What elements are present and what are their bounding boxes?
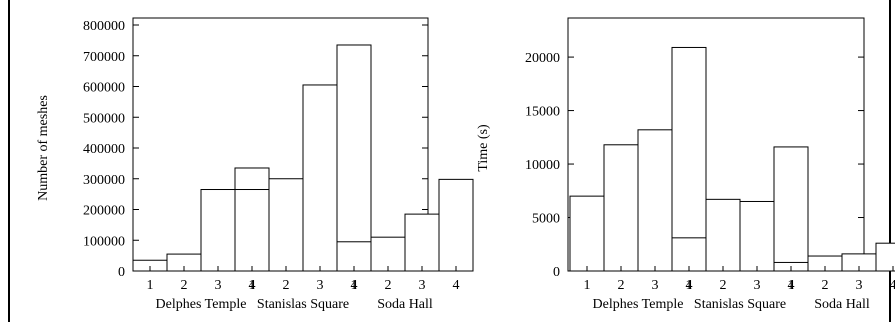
group-label: Soda Hall (377, 297, 433, 312)
bar-delphes-temple-2 (603, 144, 639, 272)
group-label: Stanislas Square (257, 297, 349, 312)
bar-soda-hall-2 (370, 236, 406, 272)
y-tick-label: 300000 (83, 173, 125, 188)
x-tick-label: 3 (215, 278, 222, 293)
bar-soda-hall-3 (404, 213, 440, 272)
y-tick-label: 500000 (83, 111, 125, 126)
y-tick-label: 0 (553, 265, 560, 280)
y-tick-label: 400000 (83, 142, 125, 157)
x-tick-label: 1 (788, 278, 795, 293)
y-tick-label: 5000 (532, 212, 560, 227)
x-tick-label: 2 (181, 278, 188, 293)
bar-delphes-temple-1 (569, 195, 605, 272)
bar-soda-hall-4 (875, 242, 895, 272)
group-label: Soda Hall (814, 297, 870, 312)
bar-soda-hall-4 (438, 178, 474, 272)
y-axis-label: Number of meshes (36, 95, 51, 201)
x-tick-label: 4 (686, 278, 693, 293)
x-tick-label: 3 (856, 278, 863, 293)
x-tick-label: 1 (249, 278, 256, 293)
bar-stanislas-square-1 (234, 189, 270, 272)
y-tick-label: 20000 (525, 51, 560, 66)
bar-stanislas-square-1 (671, 237, 707, 272)
x-tick-label: 4 (788, 278, 795, 293)
bar-delphes-temple-3 (637, 129, 673, 272)
bar-delphes-temple-4 (671, 46, 707, 272)
y-tick-label: 10000 (525, 158, 560, 173)
y-tick-label: 0 (118, 265, 125, 280)
x-tick-label: 1 (584, 278, 591, 293)
y-tick-label: 600000 (83, 81, 125, 96)
x-tick-label: 3 (652, 278, 659, 293)
x-tick-label: 3 (754, 278, 761, 293)
bar-delphes-temple-3 (200, 189, 236, 272)
y-tick-label: 100000 (83, 234, 125, 249)
x-tick-label: 4 (351, 278, 358, 293)
bar-stanislas-square-3 (302, 84, 338, 272)
bar-stanislas-square-2 (268, 178, 304, 272)
chart-meshes: 0 100000 200000 300000 400000 500000 600000 700… (36, 17, 474, 312)
y-tick-label: 800000 (83, 19, 125, 34)
y-axis-label: Time (s) (476, 124, 491, 172)
x-tick-label: 2 (720, 278, 727, 293)
bar-stanislas-square-2 (705, 198, 741, 272)
x-tick-label: 4 (249, 278, 256, 293)
x-tick-label: 1 (686, 278, 693, 293)
x-tick-label: 2 (618, 278, 625, 293)
group-label: Delphes Temple (156, 297, 247, 312)
y-tick-label: 200000 (83, 204, 125, 219)
x-tick-label: 4 (890, 278, 895, 293)
x-tick-label: 1 (147, 278, 154, 293)
x-tick-label: 4 (453, 278, 460, 293)
bar-stanislas-square-3 (739, 200, 775, 272)
bar-stanislas-square-4 (773, 146, 809, 272)
bar-stanislas-square-4 (336, 44, 372, 272)
group-label: Delphes Temple (593, 297, 684, 312)
x-tick-label: 2 (385, 278, 392, 293)
group-label: Stanislas Square (694, 297, 786, 312)
x-tick-label: 3 (317, 278, 324, 293)
x-tick-label: 2 (283, 278, 290, 293)
y-tick-label: 700000 (83, 50, 125, 65)
x-tick-label: 3 (419, 278, 426, 293)
x-tick-label: 2 (822, 278, 829, 293)
y-tick-label: 15000 (525, 105, 560, 120)
x-tick-label: 1 (351, 278, 358, 293)
